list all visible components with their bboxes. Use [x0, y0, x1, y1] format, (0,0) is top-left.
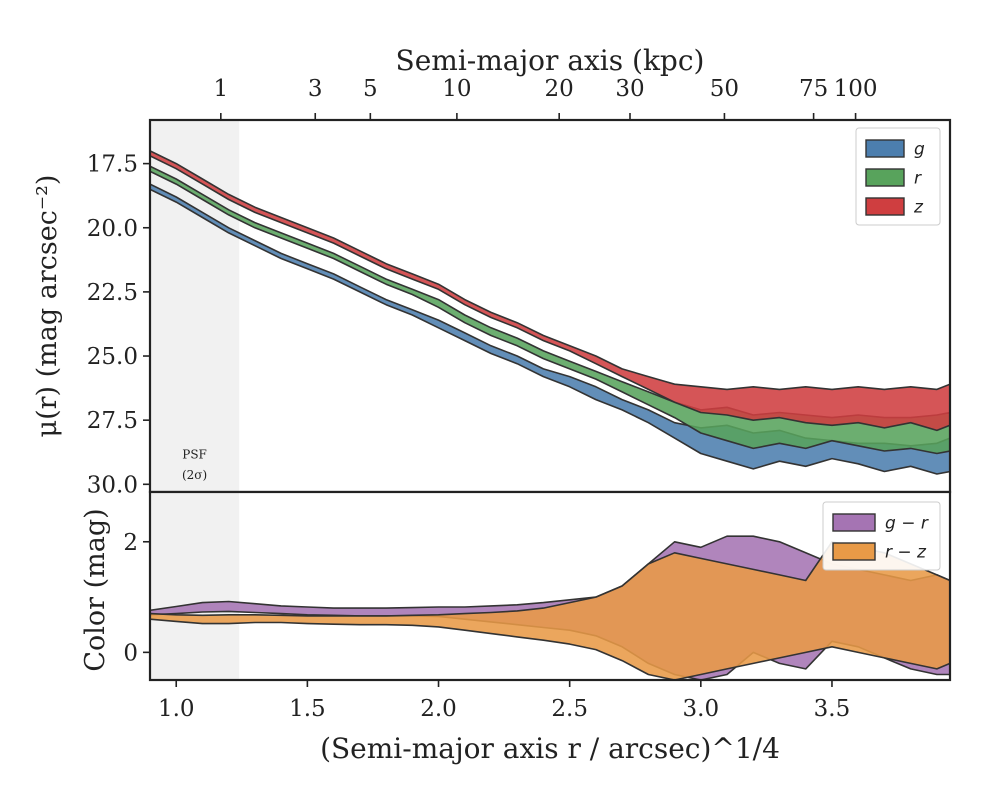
bottom-x-ticks: 1.0 1.5 2.0 2.5 3.0 3.5 [158, 680, 850, 722]
bottom-y-tick-label: 0 [123, 640, 138, 666]
bottom-panel-frame [148, 490, 952, 682]
bottom-x-tick-label: 3.5 [814, 696, 851, 722]
legend-swatch-g [865, 139, 905, 158]
bottom-x-tick-label: 1.0 [158, 696, 195, 722]
top-y-tick-label: 27.5 [87, 408, 138, 434]
bottom-legend: g − r r − z [822, 501, 941, 571]
top-y-tick-label: 22.5 [87, 280, 138, 306]
psf-region-bottom [150, 492, 240, 680]
legend-label-g-r: g − r [885, 514, 929, 534]
kpc-tick-label: 1 [213, 76, 228, 102]
legend-swatch-g-r [832, 513, 876, 532]
bottom-series-group [150, 535, 950, 680]
legend-swatch-r-z [832, 542, 876, 561]
bottom-panel: 02 1.0 1.5 2.0 2.5 3.0 3.5 (Semi-major axis r… [80, 490, 952, 765]
bottom-x-tick-label: 1.5 [289, 696, 326, 722]
kpc-tick-label: 75 [799, 76, 828, 102]
top-y-axis-label: μ(r) (mag arcsec⁻²) [32, 175, 63, 438]
series-r-z-band [150, 540, 950, 680]
psf-region [150, 120, 240, 492]
psf-sigma-label: (2σ) [182, 468, 207, 482]
top-series-group [150, 150, 950, 475]
kpc-tick-label: 20 [545, 76, 574, 102]
legend-swatch-z [865, 197, 905, 216]
top-y-tick-label: 25.0 [87, 344, 138, 370]
top-axis-title: Semi-major axis (kpc) [396, 44, 705, 77]
legend-label-g: g [914, 140, 925, 160]
legend-swatch-r [865, 168, 905, 187]
kpc-top-axis-ticks: 1 3 5 10 20 30 50 75 100 [213, 76, 878, 120]
legend-label-z: z [913, 198, 924, 218]
bottom-x-axis-label: (Semi-major axis r / arcsec)^1/4 [320, 732, 780, 765]
kpc-tick-label: 50 [710, 76, 739, 102]
top-y-tick-label: 17.5 [87, 152, 138, 178]
psf-label: PSF [182, 448, 207, 462]
bottom-y-ticks: 02 [123, 530, 150, 666]
kpc-tick-label: 3 [308, 76, 323, 102]
kpc-tick-label: 30 [615, 76, 644, 102]
bottom-x-tick-label: 3.0 [683, 696, 720, 722]
kpc-tick-label: 5 [363, 76, 378, 102]
legend-label-r-z: r − z [885, 543, 927, 563]
kpc-tick-label: 100 [834, 76, 878, 102]
bottom-y-tick-label: 2 [123, 530, 138, 556]
bottom-y-axis-label: Color (mag) [80, 508, 111, 671]
legend-label-r: r [914, 169, 922, 189]
kpc-tick-label: 10 [442, 76, 471, 102]
series-z-band [150, 150, 950, 432]
top-y-ticks: 17.5 20.0 22.5 25.0 27.5 30.0 [87, 152, 150, 498]
top-y-tick-label: 30.0 [87, 472, 138, 498]
bottom-x-tick-label: 2.5 [551, 696, 588, 722]
top-panel: PSF (2σ) 17.5 20.0 22.5 25.0 27.5 30.0 1 3 5 10 2… [32, 44, 952, 498]
top-y-tick-label: 20.0 [87, 216, 138, 242]
bottom-x-tick-label: 2.0 [420, 696, 457, 722]
top-legend: grz [855, 127, 941, 226]
